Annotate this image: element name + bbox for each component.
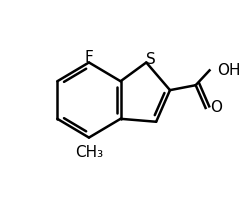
- Text: OH: OH: [217, 63, 241, 78]
- Text: CH₃: CH₃: [75, 145, 103, 161]
- Text: S: S: [146, 52, 156, 67]
- Text: F: F: [85, 50, 93, 65]
- Text: O: O: [211, 100, 223, 115]
